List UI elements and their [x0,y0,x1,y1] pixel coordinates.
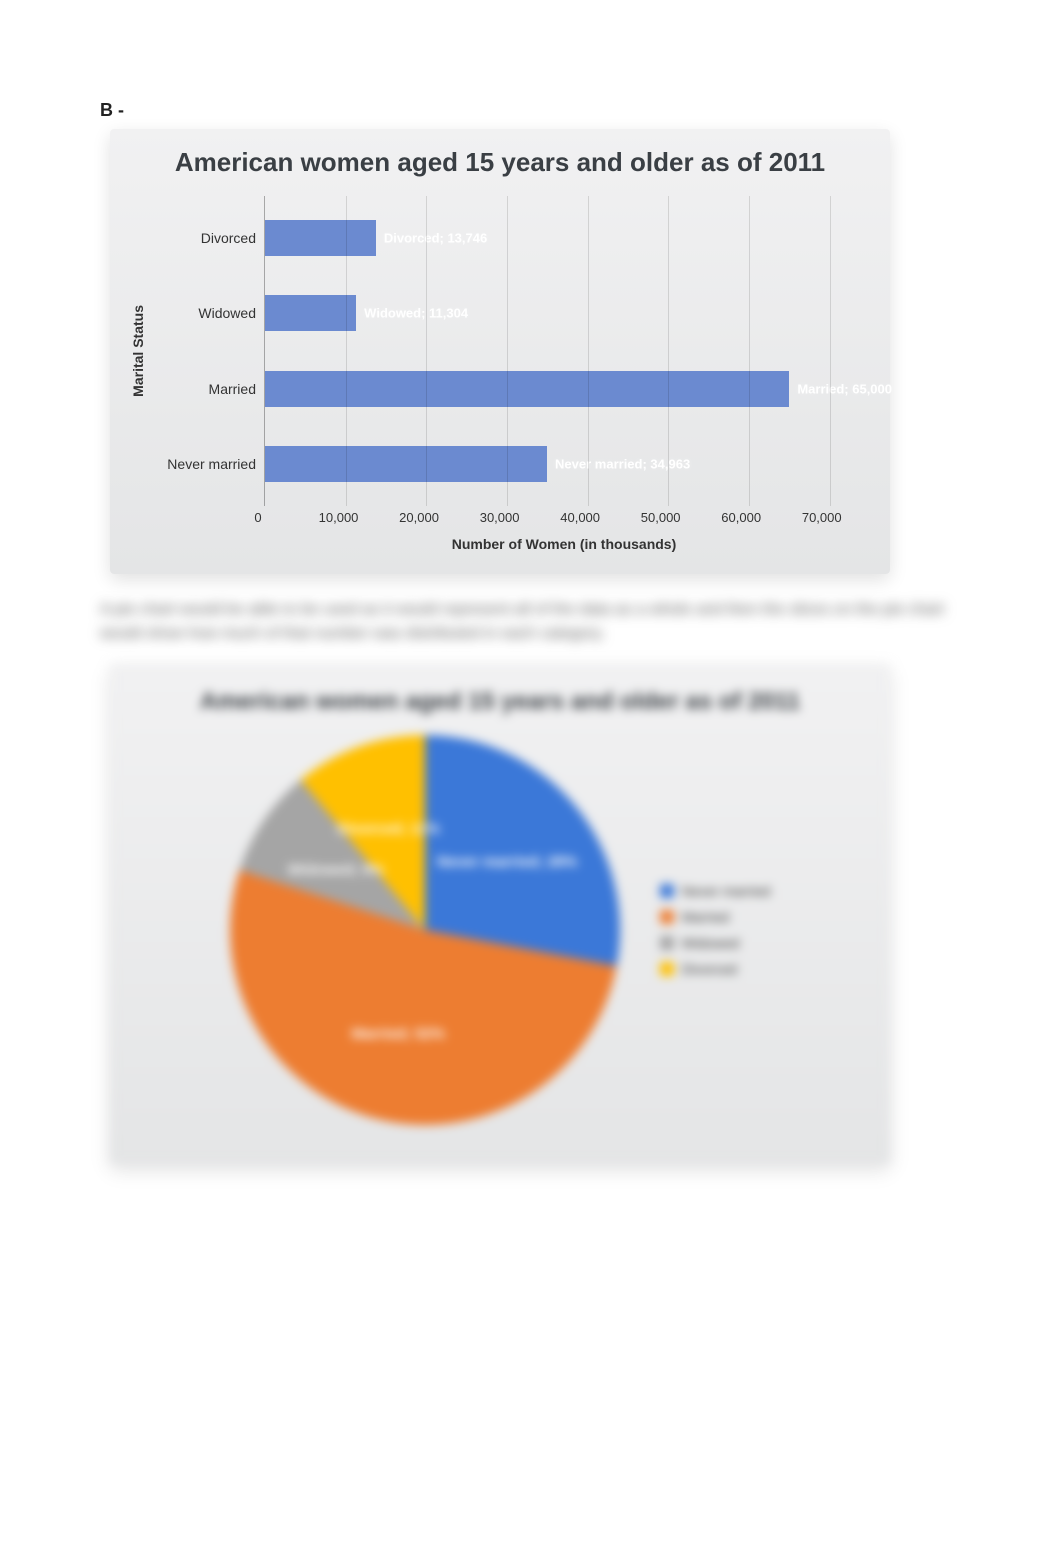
pie-wrap: Never married; 28% Married; 52% Widowed; 9… [230,735,620,1125]
bar-chart-body: Marital Status DivorcedWidowedMarriedNev… [130,196,870,506]
bar-data-label: Divorced; 13,746 [384,230,487,245]
pie-chart-body: Never married; 28% Married; 52% Widowed; 9… [130,730,870,1130]
legend-swatch [660,962,674,976]
x-tick-label: 70,000 [802,510,842,525]
explanatory-text: A pie chart would be able to be used as … [100,598,962,646]
pie-slice-label: Never married; 28% [437,853,577,870]
bar-row: Married; 65,000 [265,367,870,411]
gridline [507,196,508,506]
bar-data-label: Never married; 34,963 [555,457,690,472]
section-label: B - [100,100,962,121]
legend-swatch [660,910,674,924]
legend-item: Widowed [660,935,771,951]
bars-container: Divorced; 13,746 Widowed; 11,304 Married; … [265,196,870,506]
x-tick-label: 20,000 [399,510,439,525]
gridline [588,196,589,506]
x-tick-label: 40,000 [560,510,600,525]
bar-plot-area: Divorced; 13,746 Widowed; 11,304 Married; … [264,196,870,506]
gridline [426,196,427,506]
pie-slice-label: Married; 52% [352,1025,445,1042]
y-category-label: Married [154,367,256,411]
bar-row: Divorced; 13,746 [265,216,870,260]
pie-legend: Never married Married Widowed Divorced [660,883,771,977]
bar-data-label: Married; 65,000 [797,381,892,396]
gridline [346,196,347,506]
pie-chart-title: American women aged 15 years and older a… [130,688,870,716]
y-axis-title: Marital Status [130,305,146,397]
legend-label: Divorced [682,961,737,977]
y-category-label: Widowed [154,291,256,335]
bar-row: Widowed; 11,304 [265,291,870,335]
gridline [668,196,669,506]
x-axis-title: Number of Women (in thousands) [258,536,870,552]
bar-chart-title: American women aged 15 years and older a… [130,147,870,178]
legend-swatch [660,936,674,950]
legend-label: Married [682,909,729,925]
legend-swatch [660,884,674,898]
x-tick-label: 50,000 [641,510,681,525]
bar: Divorced; 13,746 [265,220,376,256]
gridline [749,196,750,506]
bar: Widowed; 11,304 [265,295,356,331]
pie-slice-label: Divorced; 11% [337,821,440,838]
pie-slice-label: Widowed; 9% [288,861,385,878]
legend-label: Widowed [682,935,740,951]
legend-item: Never married [660,883,771,899]
pie-circle [230,735,620,1125]
page: B - American women aged 15 years and old… [0,0,1062,1556]
bar: Never married; 34,963 [265,446,547,482]
y-category-column: Divorced Widowed Married Never married [154,196,264,506]
x-tick-label: 0 [254,510,261,525]
y-category-label: Never married [154,442,256,486]
gridline [830,196,831,506]
bar-chart-panel: American women aged 15 years and older a… [110,129,890,574]
bar: Married; 65,000 [265,371,789,407]
x-tick-label: 60,000 [721,510,761,525]
x-ticks-row: 010,00020,00030,00040,00050,00060,00070,… [258,510,862,528]
bar-row: Never married; 34,963 [265,442,870,486]
y-category-label: Divorced [154,216,256,260]
legend-label: Never married [682,883,771,899]
bar-data-label: Widowed; 11,304 [364,306,468,321]
x-tick-label: 30,000 [480,510,520,525]
legend-item: Divorced [660,961,771,977]
pie-chart-panel: American women aged 15 years and older a… [110,664,890,1164]
legend-item: Married [660,909,771,925]
x-tick-label: 10,000 [319,510,359,525]
